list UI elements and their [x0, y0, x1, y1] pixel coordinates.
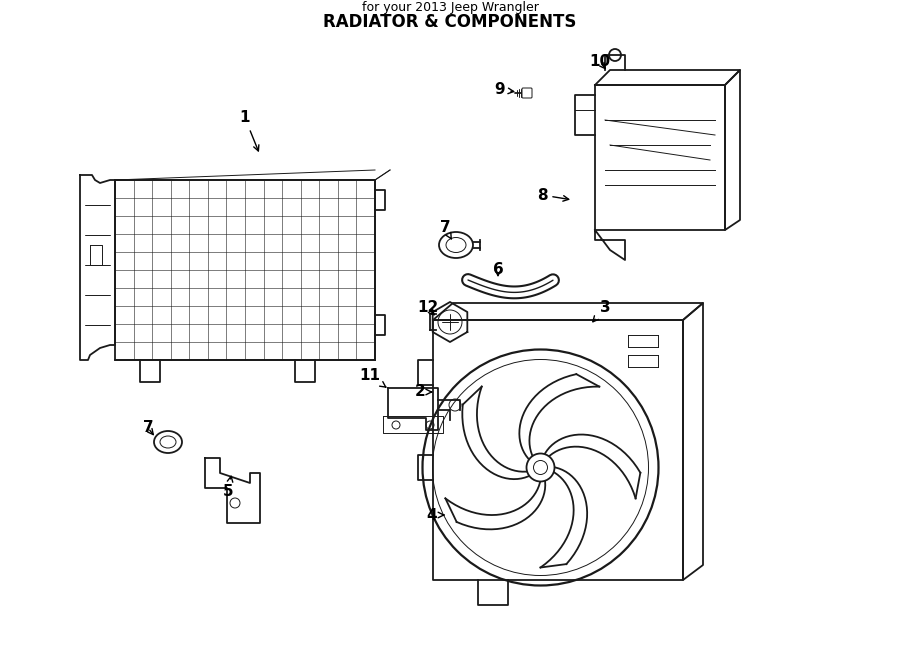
- Text: 2: 2: [415, 385, 432, 399]
- Text: RADIATOR & COMPONENTS: RADIATOR & COMPONENTS: [323, 13, 577, 31]
- Text: 7: 7: [440, 221, 451, 239]
- Text: 1: 1: [239, 110, 259, 151]
- Text: 12: 12: [418, 301, 438, 315]
- Text: 6: 6: [492, 262, 503, 278]
- Text: 9: 9: [495, 83, 514, 98]
- Text: 3: 3: [593, 301, 610, 322]
- Text: 10: 10: [590, 54, 610, 69]
- Text: for your 2013 Jeep Wrangler: for your 2013 Jeep Wrangler: [362, 1, 538, 15]
- Text: 7: 7: [143, 420, 153, 436]
- Text: 8: 8: [536, 188, 569, 202]
- Text: 11: 11: [359, 368, 386, 387]
- Text: 5: 5: [222, 476, 233, 500]
- Text: 4: 4: [427, 508, 444, 522]
